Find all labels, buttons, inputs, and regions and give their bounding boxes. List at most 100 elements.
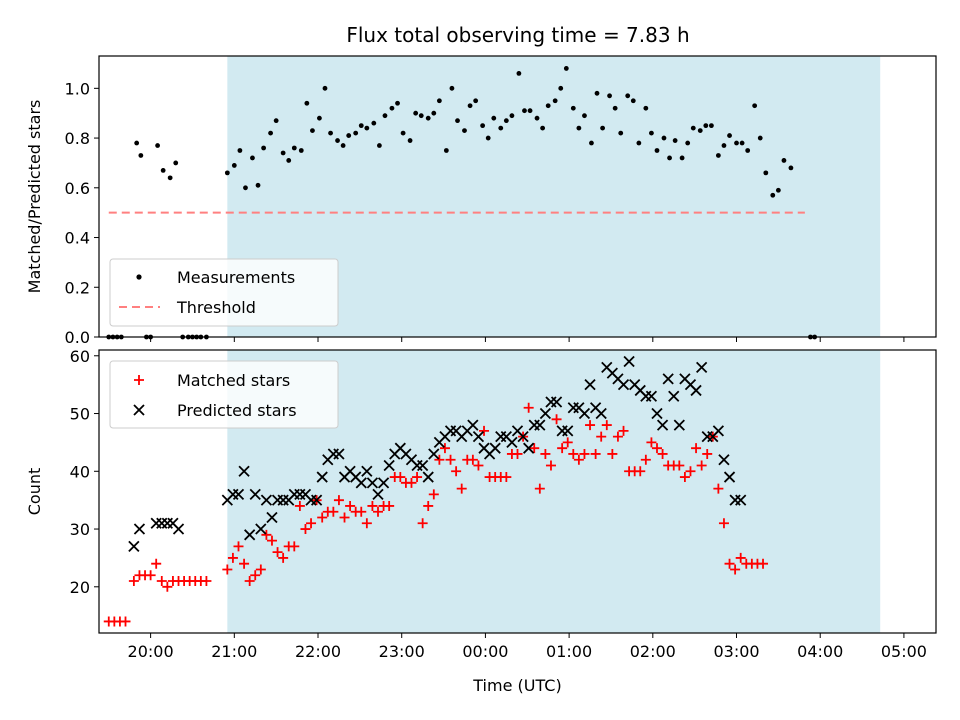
matched-star-point: [579, 448, 590, 459]
measurement-point: [298, 148, 304, 153]
predicted-star-point: [361, 465, 373, 477]
matched-star-point: [685, 466, 696, 477]
predicted-star-point: [696, 361, 708, 373]
matched-star-point: [523, 402, 534, 413]
matched-star-point: [373, 506, 383, 517]
matched-star-point: [590, 448, 601, 459]
measurement-point: [600, 125, 605, 131]
bottom-panel-frame: [98, 349, 937, 634]
matched-star-point: [529, 443, 540, 454]
predicted-star-point: [656, 419, 669, 431]
measurement-point: [231, 163, 237, 168]
x-tick-label: 00:00: [462, 642, 508, 661]
measurement-point: [328, 130, 333, 136]
matched-star-point: [713, 483, 724, 494]
top-legend-box: [109, 258, 339, 327]
matched-star-point: [333, 495, 344, 506]
bottom-panel: 20:00 21:00 22:00 23:00 00:00 01:00 02:00 03:00…: [25, 347, 937, 695]
measurement-point: [570, 105, 576, 111]
measurement-point: [545, 103, 551, 109]
measurement-point: [322, 85, 328, 91]
measurement-point: [739, 140, 745, 146]
measurement-point: [715, 153, 721, 158]
predicted-legend-marker: [133, 404, 145, 416]
x-tick-label: 01:00: [546, 642, 592, 661]
matched-star-point: [339, 512, 350, 523]
measurement-point: [697, 128, 703, 134]
matched-star-point: [201, 576, 212, 587]
x-tick-label: 03:00: [713, 642, 759, 661]
measurement-point: [721, 143, 727, 148]
matched-star-point: [545, 460, 556, 471]
predicted-star-point: [467, 419, 479, 431]
top-x-ticks: [150, 337, 905, 342]
matched-star-point: [473, 460, 484, 471]
matched-star-point: [423, 500, 434, 511]
matched-star-point: [255, 564, 266, 575]
matched-star-point: [618, 425, 629, 436]
matched-star-point: [585, 420, 596, 431]
measurement-point: [462, 128, 467, 134]
predicted-star-point: [172, 523, 185, 535]
measurement-point: [358, 123, 364, 129]
predicted-star-point: [372, 488, 384, 501]
matched-star-point: [691, 443, 702, 454]
measurement-point: [418, 113, 424, 119]
measurement-point: [582, 113, 587, 119]
measurement-point: [261, 145, 267, 151]
x-tick-label: 05:00: [881, 642, 927, 661]
measurement-point: [286, 158, 292, 163]
predicted-star-point: [673, 419, 685, 431]
predicted-star-point: [355, 477, 367, 489]
measurements-legend-marker: [136, 274, 142, 280]
measurement-point: [727, 133, 732, 138]
measurement-point: [134, 140, 140, 146]
measurement-point: [540, 125, 546, 131]
measurement-point: [224, 170, 230, 176]
x-tick-label: 20:00: [128, 642, 174, 661]
predicted-star-point: [523, 442, 535, 454]
matched-star-point: [702, 448, 713, 459]
matched-star-point: [367, 500, 378, 511]
predicted-star-point: [645, 390, 658, 402]
measurement-point: [425, 115, 431, 121]
matched-star-point: [601, 420, 612, 431]
matched-star-point: [501, 472, 512, 483]
matched-star-point: [250, 570, 261, 581]
x-tick-label: 04:00: [797, 642, 843, 661]
chart-title: Flux total observing time = 7.83 h: [346, 23, 689, 47]
matched-star-point: [300, 524, 311, 535]
measurement-point: [389, 105, 395, 111]
matched-star-point: [479, 425, 490, 436]
measurement-point: [160, 167, 166, 173]
predicted-star-point: [260, 494, 273, 506]
predicted-star-point: [534, 419, 546, 431]
matched-star-point: [317, 512, 328, 523]
y-tick-label: 0.2: [65, 278, 90, 297]
matched-star-point: [724, 558, 735, 569]
measurement-point: [516, 71, 522, 76]
y-tick-label: 30: [70, 520, 90, 539]
x-tick-label: 22:00: [295, 642, 341, 661]
measurement-point: [763, 170, 769, 176]
matched-star-point: [512, 448, 523, 459]
predicted-star-point: [255, 523, 267, 535]
predicted-star-point: [249, 488, 261, 501]
measurement-point: [155, 143, 160, 148]
measurement-point: [400, 130, 406, 136]
matched-star-point: [439, 443, 450, 454]
measurement-point: [498, 125, 504, 131]
measurement-point: [167, 175, 173, 181]
matched-star-point: [445, 454, 456, 465]
measurement-point: [237, 148, 243, 153]
measurement-point: [643, 105, 649, 111]
matched-star-point: [467, 454, 478, 465]
measurement-point: [485, 135, 491, 141]
y-tick-label: 0.0: [65, 328, 90, 347]
matched-star-point: [434, 454, 445, 465]
measurement-point: [449, 85, 455, 91]
measurement-point: [243, 185, 248, 191]
matched-star-point: [534, 483, 545, 494]
top-legend: Measurements Threshold: [109, 258, 339, 327]
